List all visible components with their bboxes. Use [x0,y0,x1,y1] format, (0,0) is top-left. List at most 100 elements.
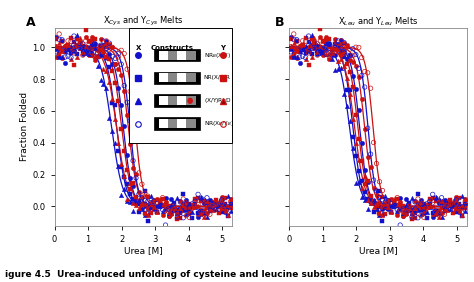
Point [70,48,78,53]
Point [391,203,398,208]
Point [106,116,113,120]
Point [461,196,469,201]
Point [61,45,69,49]
Point [171,208,178,213]
Point [182,208,190,212]
Point [135,201,143,205]
Point [296,50,303,54]
Point [123,196,131,201]
Point [290,54,298,58]
Point [123,168,131,172]
Point [429,214,437,219]
Point [376,195,383,200]
Point [334,39,342,43]
Point [370,200,377,204]
Point [429,192,437,197]
Point [343,62,351,66]
Point [197,196,205,201]
Point [159,203,166,208]
Point [435,198,442,202]
Point [314,52,321,56]
Point [391,205,398,210]
Point [224,204,231,209]
Point [114,66,122,71]
Point [123,100,131,105]
Title: X$_{Leu}$ and Y$_{Leu}$ Melts: X$_{Leu}$ and Y$_{Leu}$ Melts [338,16,418,28]
Bar [159,50,168,60]
Point [218,197,226,201]
Point [126,180,134,185]
Point [317,51,324,55]
Point [370,186,377,191]
Point [420,215,428,220]
Point [346,70,354,74]
Point [453,210,460,214]
Point [185,208,193,213]
Point [114,141,122,146]
Point [435,211,442,215]
Point [361,190,368,195]
Point [441,209,448,213]
Point [376,210,383,215]
Point [417,198,425,202]
Point [432,208,439,213]
Point [376,204,383,209]
Point [185,215,193,220]
Point [290,41,298,46]
Point [322,47,330,51]
Point [88,50,95,55]
Point [58,48,66,52]
Point [144,213,152,218]
Point [340,64,348,68]
Point [159,197,166,202]
Point [215,211,223,215]
Point [414,208,422,212]
Point [305,39,312,44]
Point [358,55,365,60]
Point [218,201,226,206]
Point [317,27,324,32]
Bar [177,119,186,128]
Point [393,212,401,217]
Point [118,102,125,107]
Point [120,175,128,180]
Point [144,194,152,199]
Point [441,203,448,208]
Point [400,209,407,214]
Point [423,209,430,214]
Point [458,206,466,210]
Point [55,54,63,58]
Point [400,205,407,209]
Point [76,36,83,40]
Point [441,207,448,212]
Point [382,201,389,205]
Point [118,62,125,67]
Point [461,208,469,213]
Point [411,205,419,210]
Point [150,198,157,202]
Point [203,202,211,207]
Point [447,202,454,206]
Point [191,204,199,208]
Point [141,199,149,203]
Point [61,49,69,53]
Point [58,54,66,59]
Point [296,45,303,49]
Point [111,103,119,107]
Point [103,39,110,43]
Point [337,39,345,43]
Point [308,33,315,38]
Point [444,204,451,208]
Point [402,211,410,216]
Point [73,41,81,45]
Point [447,202,454,207]
Bar [186,96,196,105]
Point [76,45,83,50]
Text: X: X [137,45,142,51]
Point [384,197,392,202]
Point [453,201,460,205]
Point [227,202,234,206]
X-axis label: Urea [M]: Urea [M] [359,246,397,255]
Point [334,48,342,52]
Point [310,39,318,44]
